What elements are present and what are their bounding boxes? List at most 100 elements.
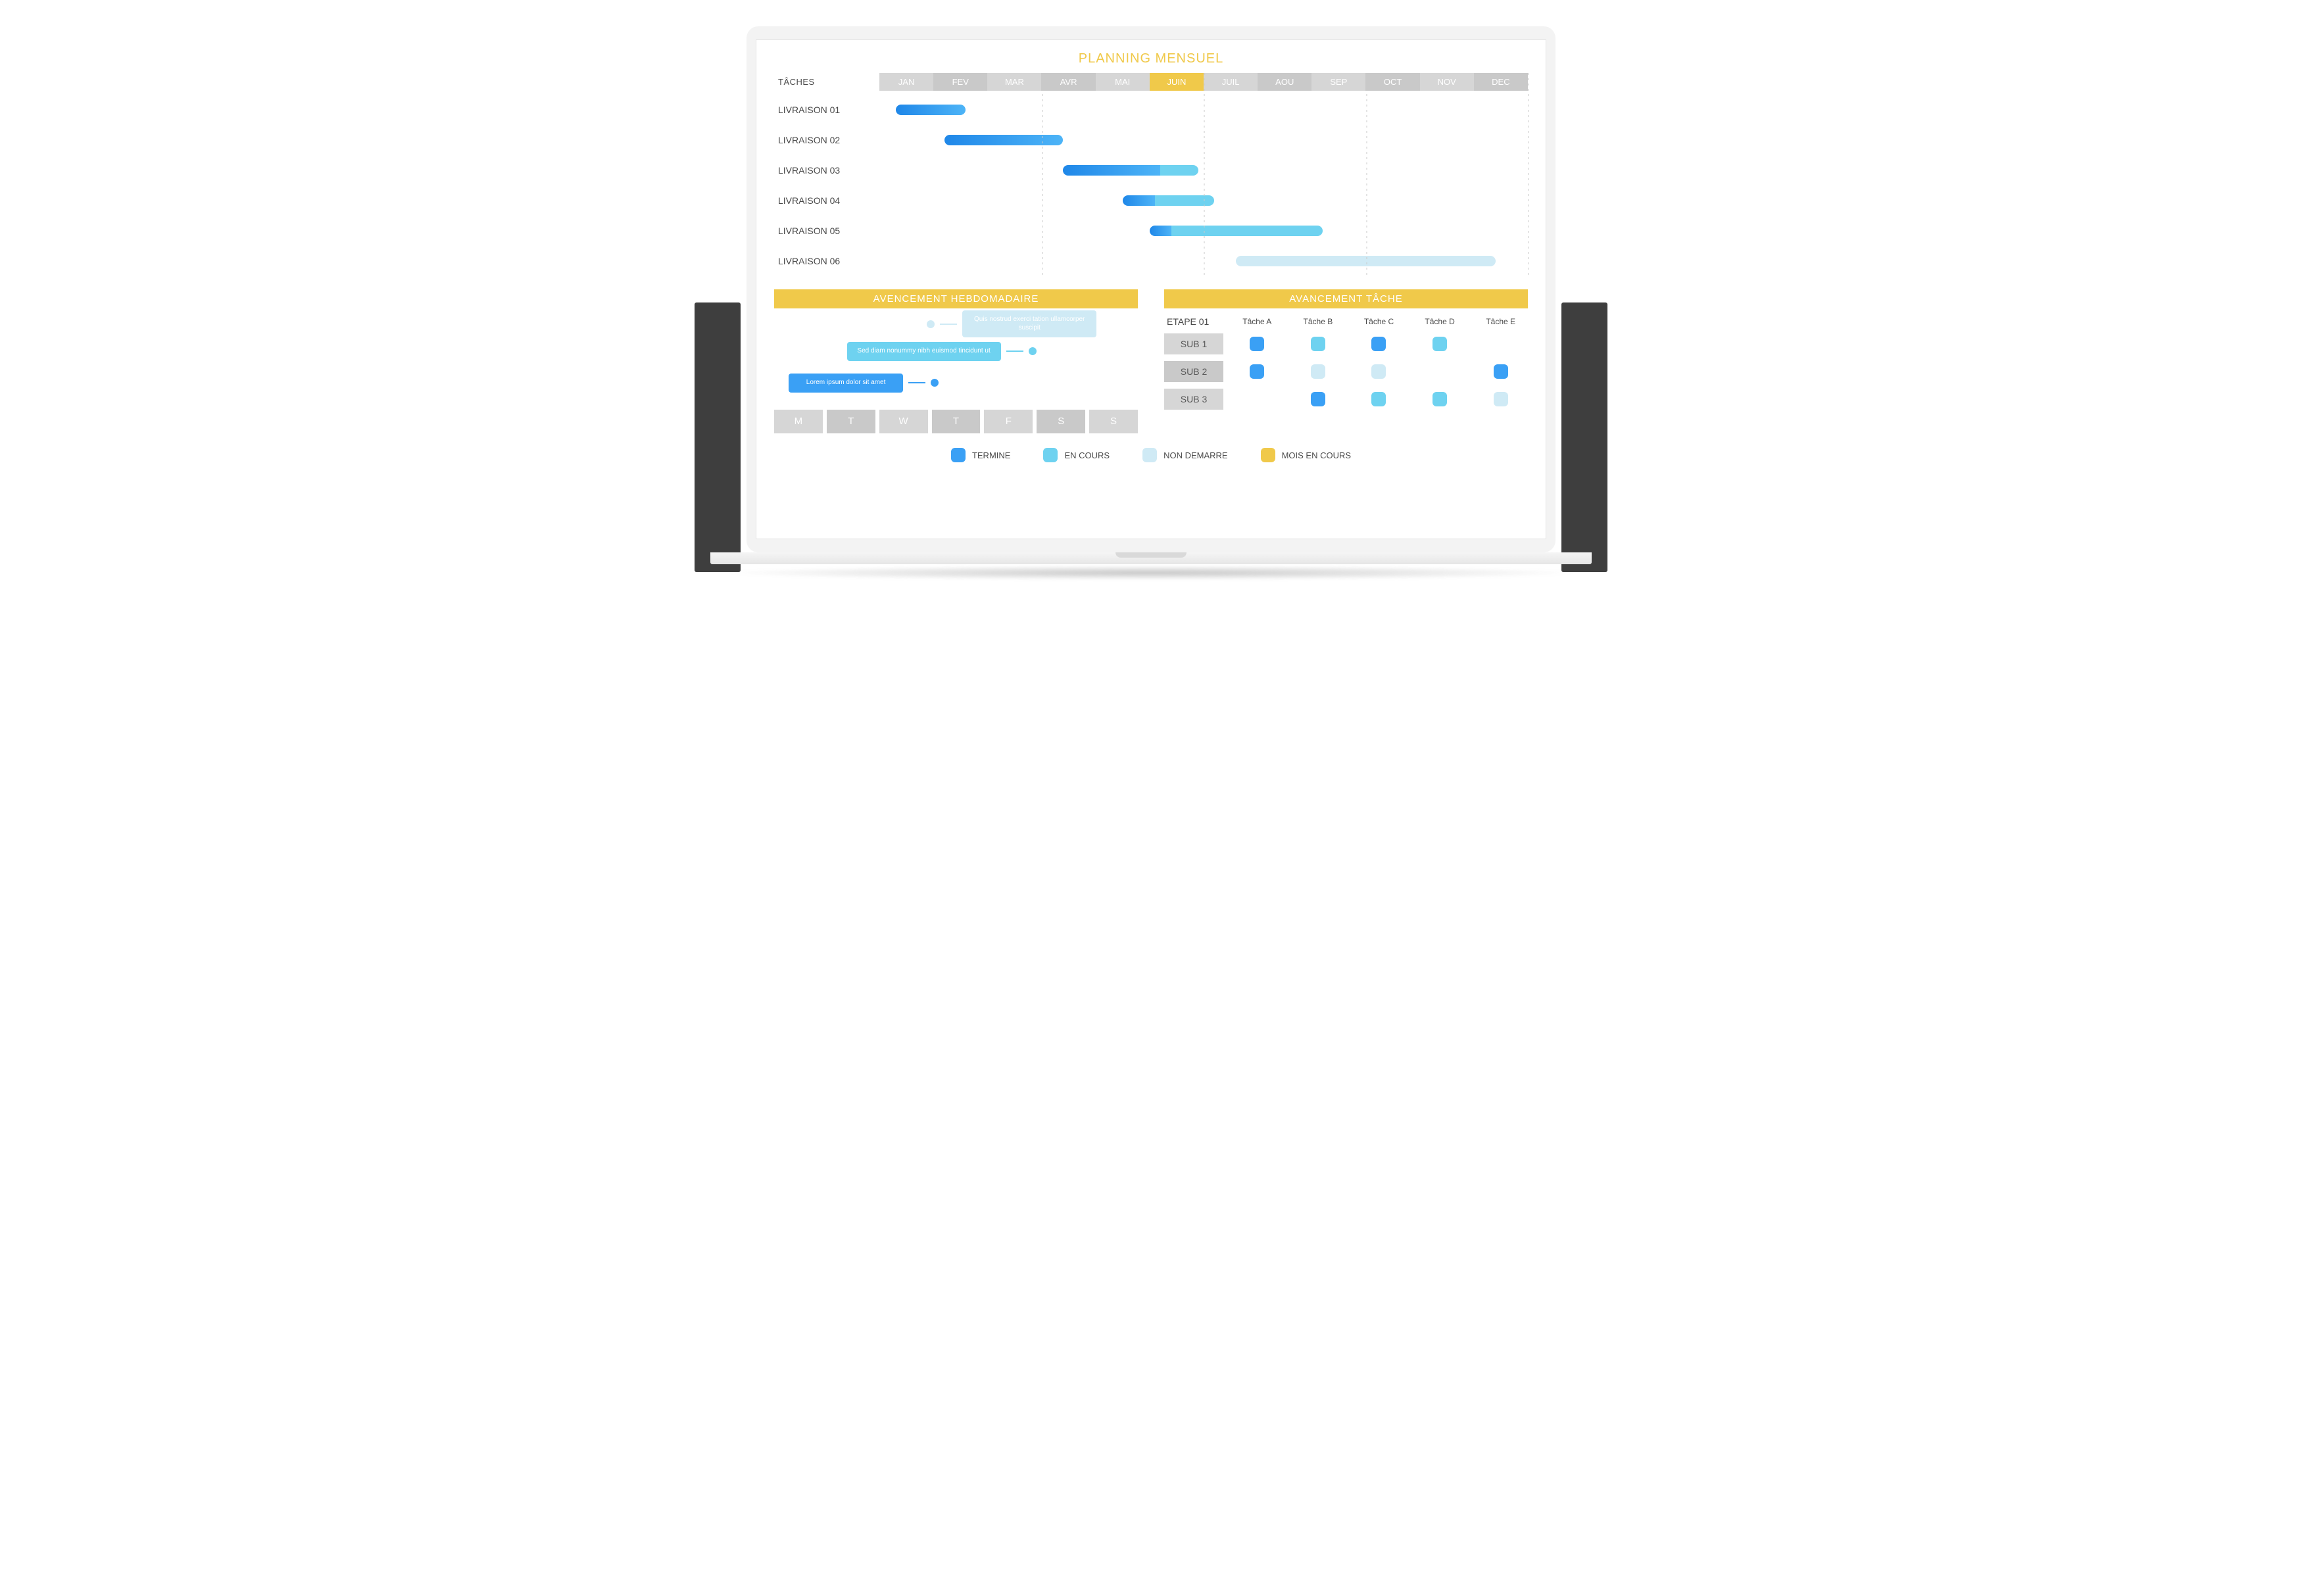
weekly-event-label: Lorem ipsum dolor sit amet bbox=[789, 374, 903, 393]
month-header[interactable]: SEP bbox=[1311, 73, 1365, 91]
legend-item: TERMINE bbox=[951, 448, 1011, 462]
laptop-base bbox=[710, 552, 1592, 572]
month-header[interactable]: JAN bbox=[879, 73, 933, 91]
matrix-chip-progress[interactable] bbox=[1371, 392, 1386, 406]
matrix-chip-done[interactable] bbox=[1250, 337, 1264, 351]
weekly-event[interactable]: Quis nostrud exerci tation ullamcorper s… bbox=[927, 310, 1096, 337]
weekday-cell[interactable]: M bbox=[774, 410, 823, 433]
gantt-bar[interactable] bbox=[944, 135, 1064, 145]
gantt-segment-done bbox=[896, 105, 966, 115]
matrix-chip-notyet[interactable] bbox=[1371, 364, 1386, 379]
month-header[interactable]: OCT bbox=[1365, 73, 1419, 91]
month-header[interactable]: JUIN bbox=[1150, 73, 1204, 91]
matrix-row-label: SUB 1 bbox=[1164, 333, 1223, 354]
task-matrix-panel: AVANCEMENT TÂCHE ETAPE 01 Tâche A Tâche B T… bbox=[1164, 289, 1528, 433]
legend-swatch bbox=[1261, 448, 1275, 462]
weekday-cell[interactable]: S bbox=[1037, 410, 1085, 433]
dashboard-screen: PLANNING MENSUEL TÂCHESJANFEVMARAVRMAIJU… bbox=[756, 39, 1546, 539]
matrix-chip-done[interactable] bbox=[1371, 337, 1386, 351]
matrix-column-header: Tâche B bbox=[1291, 317, 1346, 326]
legend-label: NON DEMARRE bbox=[1163, 450, 1228, 460]
legend-swatch bbox=[1043, 448, 1058, 462]
month-header[interactable]: MAR bbox=[987, 73, 1041, 91]
mockup-shadow-right bbox=[1561, 302, 1607, 572]
task-matrix: ETAPE 01Tâche ATâche BTâche CTâche DTâch… bbox=[1164, 316, 1528, 410]
month-header[interactable]: AVR bbox=[1041, 73, 1095, 91]
gantt-bar[interactable] bbox=[896, 105, 966, 115]
gantt-segment-notyet bbox=[1236, 256, 1495, 266]
gantt-bar[interactable] bbox=[1236, 256, 1495, 266]
legend-label: MOIS EN COURS bbox=[1282, 450, 1351, 460]
task-label: LIVRAISON 04 bbox=[774, 195, 879, 206]
screen-frame: PLANNING MENSUEL TÂCHESJANFEVMARAVRMAIJU… bbox=[747, 26, 1555, 552]
weekly-event[interactable]: Lorem ipsum dolor sit amet bbox=[789, 374, 939, 393]
connector-line bbox=[908, 382, 925, 383]
page-title: PLANNING MENSUEL bbox=[774, 51, 1528, 66]
weekly-panel: AVENCEMENT HEBDOMADAIRE Quis nostrud exe… bbox=[774, 289, 1138, 433]
legend: TERMINE EN COURS NON DEMARRE MOIS EN COURS bbox=[774, 448, 1528, 462]
event-dot-icon bbox=[927, 320, 935, 328]
matrix-chip-progress[interactable] bbox=[1311, 337, 1325, 351]
task-matrix-title: AVANCEMENT TÂCHE bbox=[1164, 289, 1528, 308]
gantt-row: LIVRAISON 06 bbox=[774, 246, 1528, 276]
gantt-bar[interactable] bbox=[1123, 195, 1215, 206]
gantt-bar[interactable] bbox=[1150, 226, 1323, 236]
event-dot-icon bbox=[931, 379, 939, 387]
weekday-cell[interactable]: F bbox=[984, 410, 1033, 433]
matrix-column-header: Tâche D bbox=[1413, 317, 1467, 326]
weekly-event[interactable]: Sed diam nonummy nibh euismod tincidunt … bbox=[847, 342, 1037, 361]
matrix-column-header: Tâche A bbox=[1230, 317, 1285, 326]
weekday-cell[interactable]: W bbox=[879, 410, 928, 433]
gantt-header-row: TÂCHESJANFEVMARAVRMAIJUINJUILAOUSEPOCTNO… bbox=[774, 73, 1528, 91]
gantt-rows: LIVRAISON 01 LIVRAISON 02 LIVRAISON 03 LIVR… bbox=[774, 91, 1528, 276]
weekday-cell[interactable]: T bbox=[827, 410, 875, 433]
task-label: LIVRAISON 06 bbox=[774, 256, 879, 266]
month-header[interactable]: FEV bbox=[933, 73, 987, 91]
mockup-shadow-left bbox=[695, 302, 741, 572]
matrix-chip-notyet[interactable] bbox=[1311, 364, 1325, 379]
legend-swatch bbox=[1142, 448, 1157, 462]
gantt-row: LIVRAISON 04 bbox=[774, 185, 1528, 216]
weekday-cell[interactable]: T bbox=[932, 410, 981, 433]
month-header[interactable]: NOV bbox=[1420, 73, 1474, 91]
weekly-title: AVENCEMENT HEBDOMADAIRE bbox=[774, 289, 1138, 308]
legend-item: MOIS EN COURS bbox=[1261, 448, 1351, 462]
gantt-row: LIVRAISON 05 bbox=[774, 216, 1528, 246]
matrix-chip-progress[interactable] bbox=[1433, 337, 1447, 351]
weekly-body: Quis nostrud exerci tation ullamcorper s… bbox=[774, 308, 1138, 433]
task-label: LIVRAISON 05 bbox=[774, 226, 879, 236]
legend-item: EN COURS bbox=[1043, 448, 1110, 462]
gantt-segment-done bbox=[1123, 195, 1155, 206]
matrix-chip-done[interactable] bbox=[1494, 364, 1508, 379]
matrix-column-header: Tâche E bbox=[1473, 317, 1528, 326]
tasks-header: TÂCHES bbox=[774, 77, 879, 87]
gantt-row: LIVRAISON 03 bbox=[774, 155, 1528, 185]
month-header[interactable]: JUIL bbox=[1204, 73, 1258, 91]
legend-label: TERMINE bbox=[972, 450, 1011, 460]
gantt-segment-done bbox=[1063, 165, 1160, 176]
month-header[interactable]: MAI bbox=[1096, 73, 1150, 91]
gantt-row: LIVRAISON 02 bbox=[774, 125, 1528, 155]
gantt-segment-done bbox=[944, 135, 1064, 145]
laptop-mockup: PLANNING MENSUEL TÂCHESJANFEVMARAVRMAIJU… bbox=[747, 26, 1555, 572]
weekday-cell[interactable]: S bbox=[1089, 410, 1138, 433]
gantt-bar[interactable] bbox=[1063, 165, 1198, 176]
gantt-segment-progress bbox=[1171, 226, 1323, 236]
legend-label: EN COURS bbox=[1064, 450, 1110, 460]
legend-item: NON DEMARRE bbox=[1142, 448, 1228, 462]
weekday-row: MTWTFSS bbox=[774, 410, 1138, 433]
month-header[interactable]: DEC bbox=[1474, 73, 1528, 91]
task-label: LIVRAISON 02 bbox=[774, 135, 879, 145]
month-header[interactable]: AOU bbox=[1258, 73, 1311, 91]
matrix-chip-progress[interactable] bbox=[1433, 392, 1447, 406]
matrix-row-label: SUB 3 bbox=[1164, 389, 1223, 410]
matrix-step-label: ETAPE 01 bbox=[1164, 316, 1223, 327]
matrix-chip-notyet[interactable] bbox=[1494, 392, 1508, 406]
gantt-row: LIVRAISON 01 bbox=[774, 95, 1528, 125]
task-label: LIVRAISON 01 bbox=[774, 105, 879, 115]
connector-line bbox=[1006, 351, 1023, 352]
gantt-segment-progress bbox=[1155, 195, 1214, 206]
matrix-chip-done[interactable] bbox=[1250, 364, 1264, 379]
gantt-chart: TÂCHESJANFEVMARAVRMAIJUINJUILAOUSEPOCTNO… bbox=[774, 73, 1528, 276]
matrix-chip-done[interactable] bbox=[1311, 392, 1325, 406]
